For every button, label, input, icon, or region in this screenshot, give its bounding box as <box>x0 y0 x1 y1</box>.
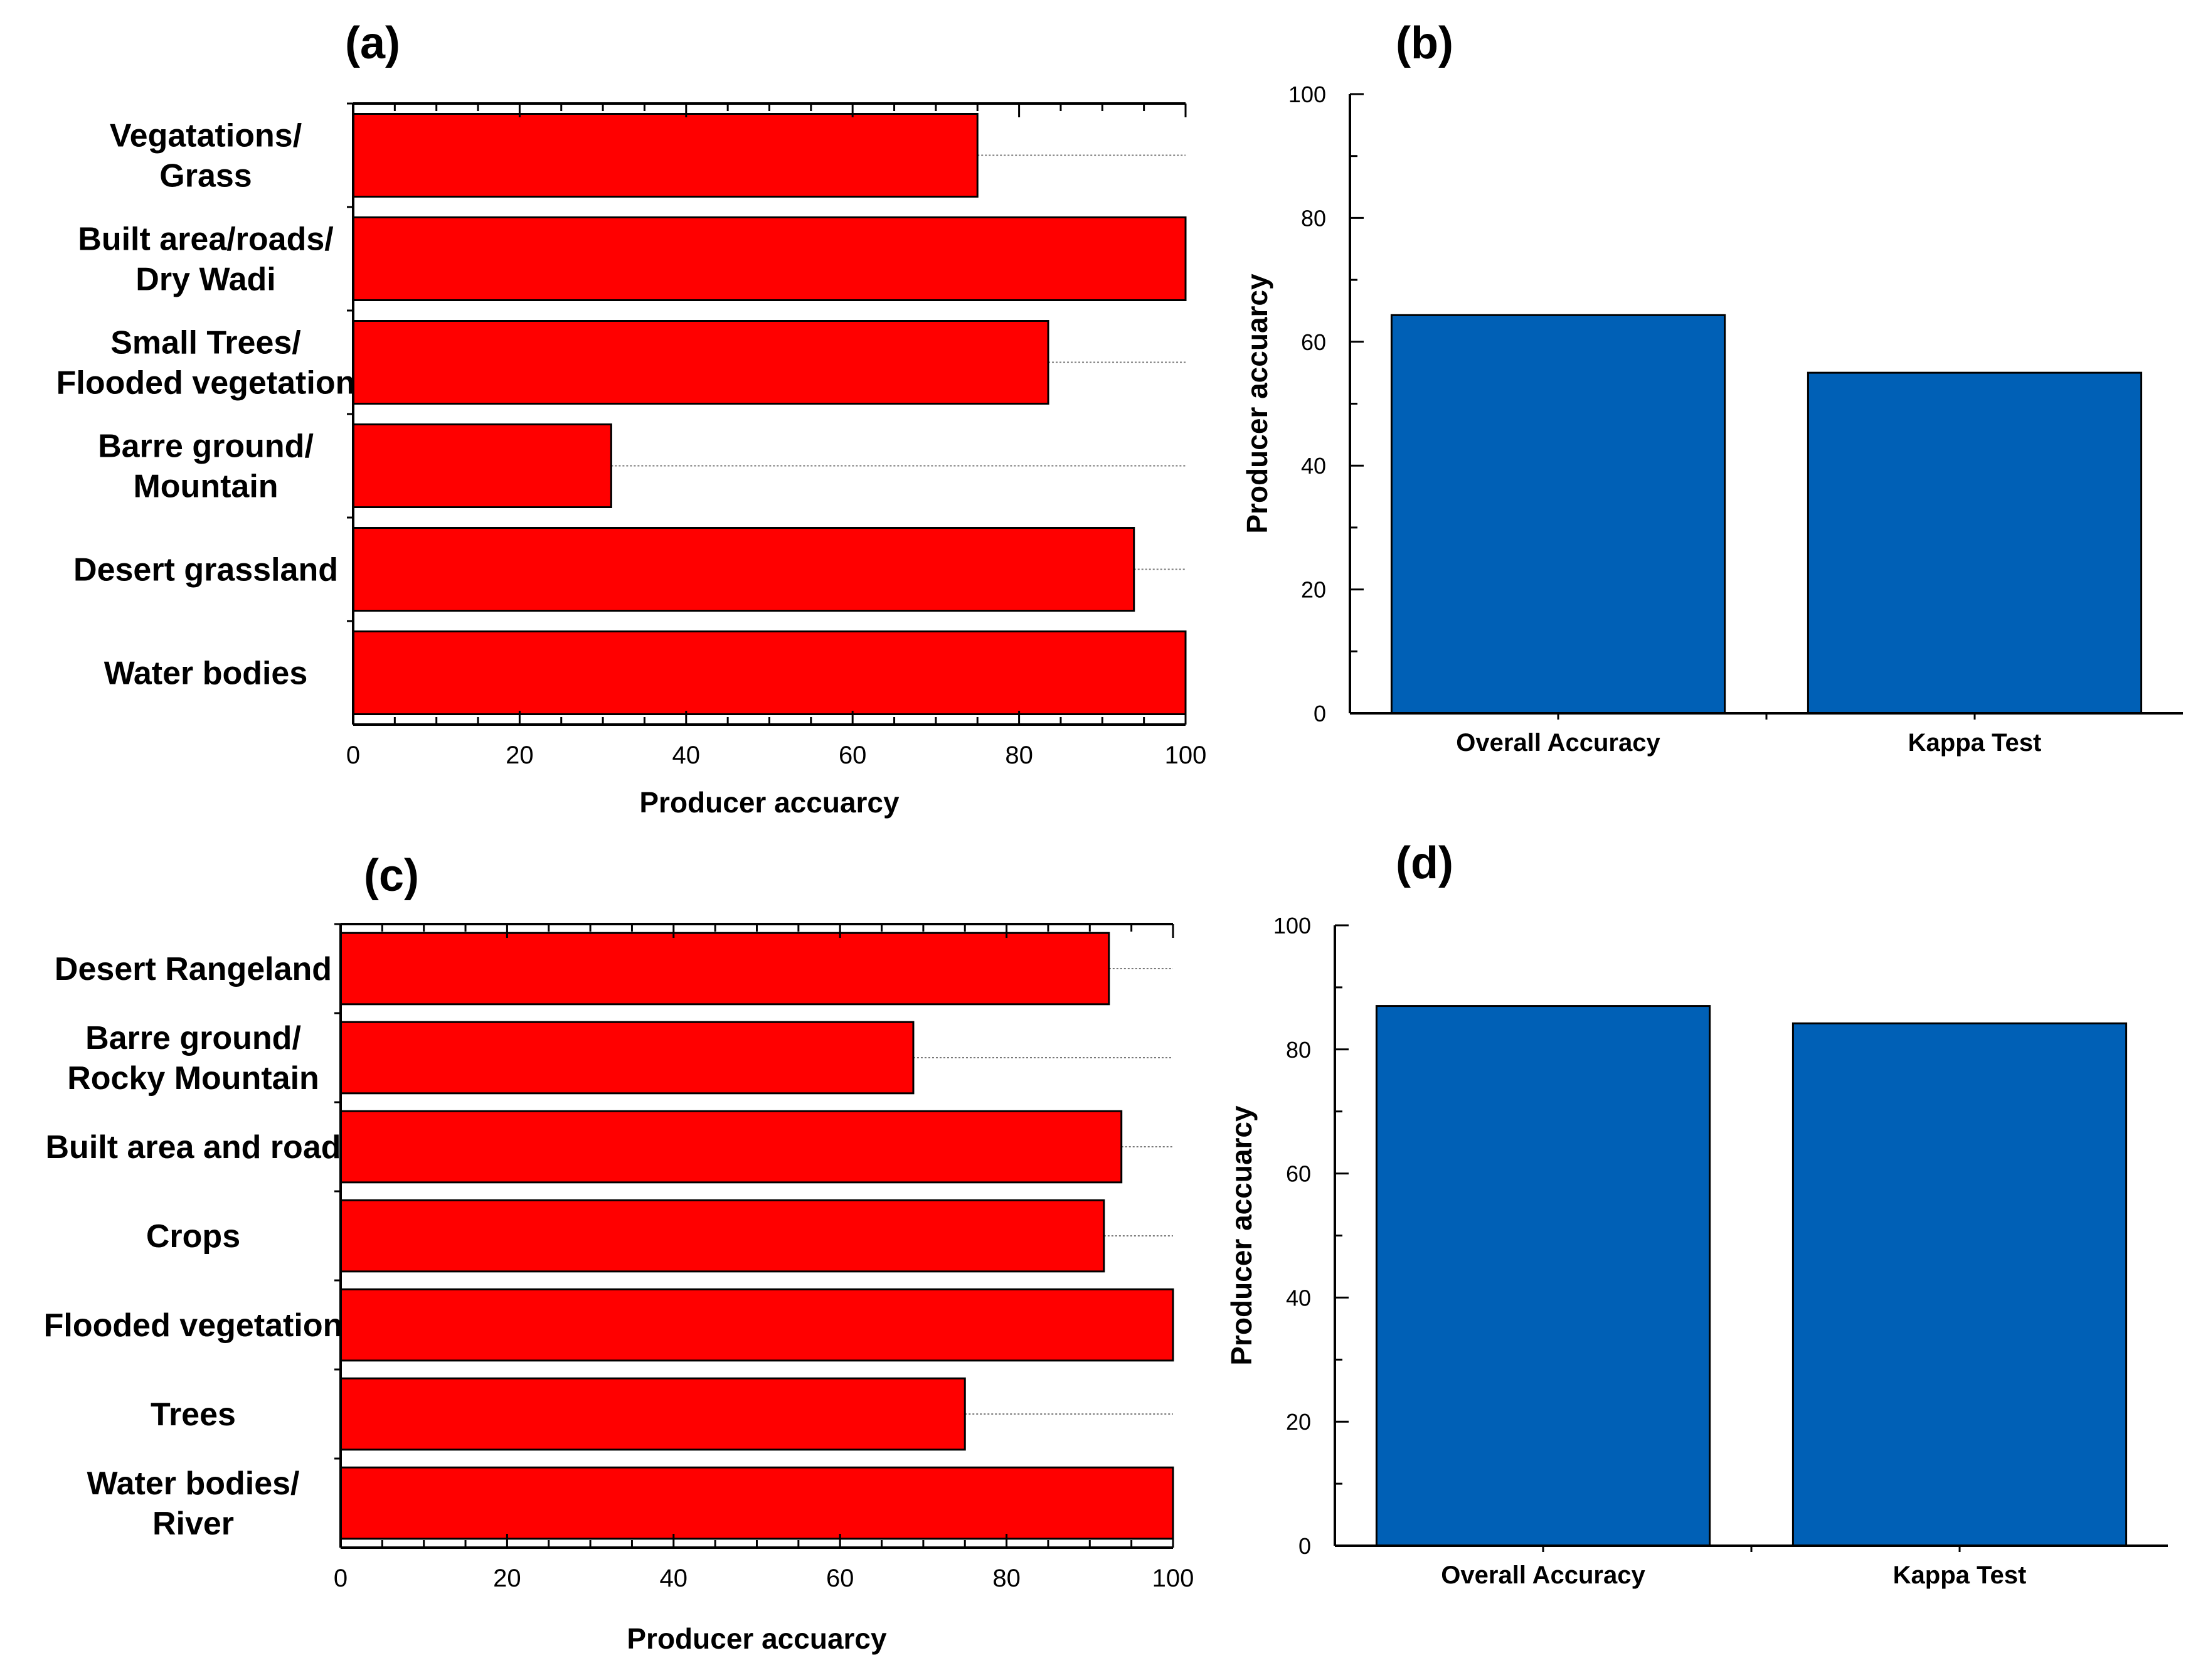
bar <box>352 216 1187 301</box>
y-tick-label: 80 <box>1301 205 1326 231</box>
x-tick-label: 20 <box>506 742 534 769</box>
x-category-label: Kappa Test <box>1908 729 2042 757</box>
y-axis-title: Producer accuarcy <box>1241 274 1273 534</box>
bar <box>1375 1005 1711 1547</box>
bar <box>352 630 1187 715</box>
x-tick-label: 40 <box>672 742 701 769</box>
category-label: Flooded vegetation <box>56 365 356 401</box>
panel-c-horizontal-bar-chart: (c) Desert Rangeland Barre ground/Rocky Mo… <box>44 851 1194 1655</box>
panel-b-vertical-bar-chart: (b) Overall Accuracy Kappa Test 0 20 40 60 80 10… <box>1241 18 2183 757</box>
x-tick-label: 60 <box>839 742 867 769</box>
y-tick-label: 60 <box>1286 1161 1311 1187</box>
panel-a-horizontal-bar-chart: (a) Vegatations/Grass Built area/roads/Dry… <box>56 18 1207 819</box>
x-tick-label: 60 <box>826 1565 854 1592</box>
panel-label: (a) <box>345 18 400 68</box>
bar <box>339 1288 1174 1362</box>
bar <box>1792 1022 2128 1547</box>
category-label: Water bodies/ <box>87 1465 299 1502</box>
category-label: Desert grassland <box>73 552 338 588</box>
category-label: Rocky Mountain <box>67 1060 319 1097</box>
category-label: Grass <box>159 158 252 194</box>
x-category-label: Overall Accuracy <box>1441 1561 1645 1589</box>
y-tick-label: 40 <box>1301 453 1326 479</box>
category-label: Built area/roads/ <box>78 221 333 258</box>
panel-d-vertical-bar-chart: (d) Overall Accuracy Kappa Test 0 20 40 60 80 10… <box>1225 838 2168 1589</box>
x-tick-label: 80 <box>1005 742 1033 769</box>
category-label: Dry Wadi <box>135 262 275 298</box>
y-tick-label: 20 <box>1301 577 1326 603</box>
x-tick-label: 80 <box>992 1565 1021 1592</box>
x-category-label: Overall Accuracy <box>1456 729 1660 757</box>
bar <box>352 423 612 508</box>
x-tick-label: 0 <box>334 1565 348 1592</box>
x-category-label: Kappa Test <box>1893 1561 2027 1589</box>
y-tick-label: 80 <box>1286 1037 1311 1063</box>
bar <box>352 320 1049 405</box>
category-label: Vegatations/ <box>110 118 302 154</box>
category-label: Crops <box>146 1218 240 1255</box>
y-tick-label: 40 <box>1286 1285 1311 1311</box>
bar <box>339 1377 966 1451</box>
x-tick-label: 100 <box>1152 1565 1194 1592</box>
y-tick-label: 0 <box>1298 1533 1311 1559</box>
bar <box>339 932 1110 1006</box>
category-label: Flooded vegetation <box>44 1307 343 1344</box>
category-label: Trees <box>151 1396 236 1433</box>
y-tick-label: 100 <box>1288 82 1326 107</box>
y-tick-label: 0 <box>1314 701 1326 726</box>
panel-label: (d) <box>1396 838 1453 888</box>
category-label: Small Trees/ <box>110 325 301 361</box>
category-label: Barre ground/ <box>98 428 314 465</box>
y-tick-label: 60 <box>1301 329 1326 355</box>
bar <box>339 1021 915 1095</box>
category-label: Barre ground/ <box>85 1020 301 1056</box>
category-label: Water bodies <box>104 656 308 692</box>
category-label: River <box>152 1506 234 1542</box>
bar <box>352 113 979 198</box>
panel-label: (b) <box>1396 18 1453 68</box>
category-label: Built area and road <box>46 1129 341 1166</box>
panel-label: (c) <box>364 851 419 901</box>
y-tick-label: 100 <box>1273 913 1311 938</box>
category-label: Desert Rangeland <box>55 951 332 987</box>
x-tick-label: 20 <box>493 1565 521 1592</box>
bar <box>1390 314 1726 715</box>
bar <box>339 1199 1105 1273</box>
x-tick-label: 40 <box>660 1565 688 1592</box>
x-axis-title: Producer accuarcy <box>639 786 900 819</box>
bar <box>1807 371 2143 715</box>
bar <box>339 1110 1123 1184</box>
bar <box>352 527 1135 612</box>
category-label: Mountain <box>133 469 278 505</box>
x-tick-label: 100 <box>1165 742 1207 769</box>
y-tick-label: 20 <box>1286 1409 1311 1435</box>
bar <box>339 1466 1174 1540</box>
y-axis-title: Producer accuarcy <box>1225 1105 1258 1366</box>
x-axis-title: Producer accuarcy <box>627 1622 887 1655</box>
x-tick-label: 0 <box>346 742 360 769</box>
